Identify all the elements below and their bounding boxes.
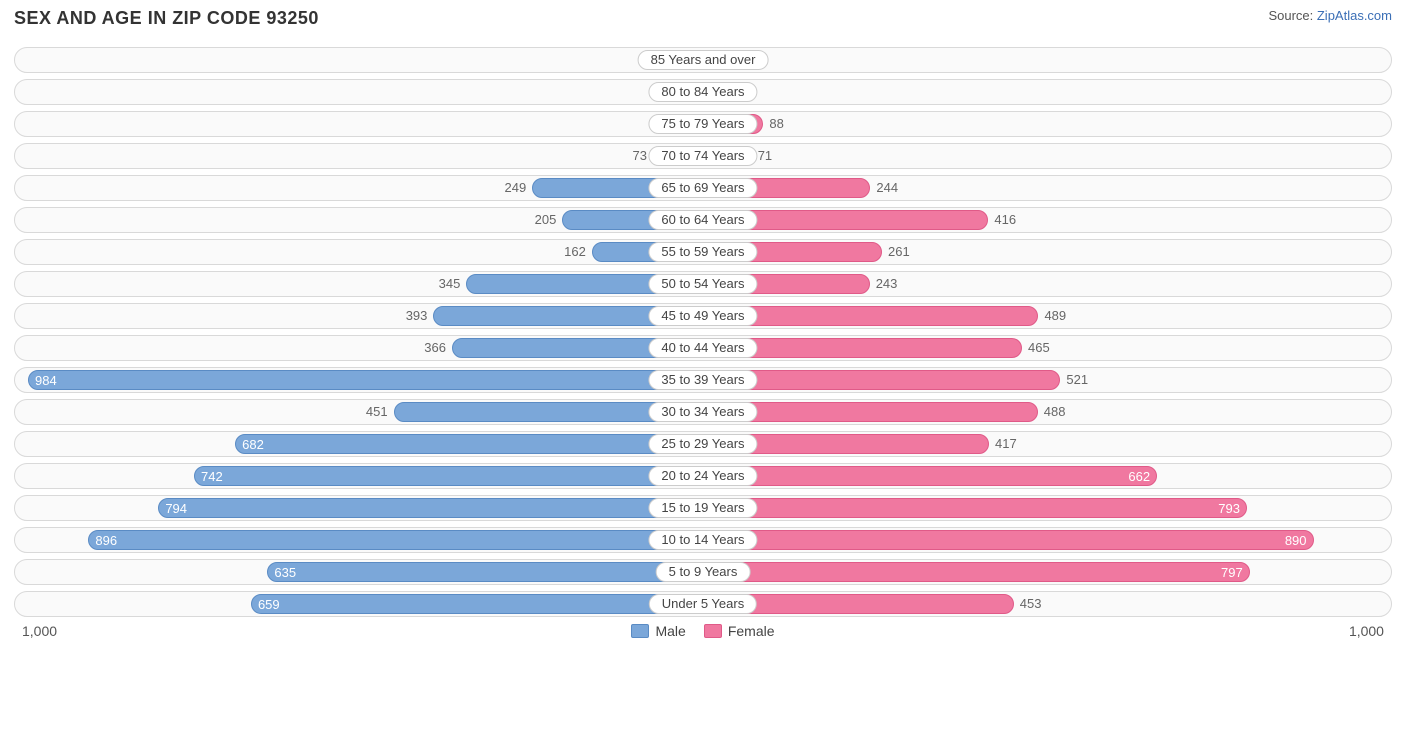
male-value: 366 bbox=[424, 338, 446, 358]
pyramid-row: 152780 to 84 Years bbox=[14, 79, 1392, 105]
pyramid-row: 458875 to 79 Years bbox=[14, 111, 1392, 137]
female-value: 797 bbox=[1221, 565, 1243, 580]
chart-title: SEX AND AGE IN ZIP CODE 93250 bbox=[14, 8, 319, 29]
male-bar: 635 bbox=[267, 562, 703, 582]
male-value: 205 bbox=[535, 210, 557, 230]
age-label: 10 to 14 Years bbox=[648, 530, 757, 550]
female-value: 488 bbox=[1044, 402, 1066, 422]
pyramid-row: 366 465 40 to 44 Years bbox=[14, 335, 1392, 361]
male-bar: 794 bbox=[158, 498, 703, 518]
age-label: 50 to 54 Years bbox=[648, 274, 757, 294]
pyramid-row: 515485 Years and over bbox=[14, 47, 1392, 73]
female-bar: 890 bbox=[703, 530, 1314, 550]
pyramid-row: 659 453 Under 5 Years bbox=[14, 591, 1392, 617]
legend-male-label: Male bbox=[655, 623, 685, 639]
pyramid-row: 345 243 50 to 54 Years bbox=[14, 271, 1392, 297]
female-value: 662 bbox=[1128, 469, 1150, 484]
male-value: 162 bbox=[564, 242, 586, 262]
female-swatch-icon bbox=[704, 624, 722, 638]
pyramid-row: 162 261 55 to 59 Years bbox=[14, 239, 1392, 265]
male-bar: 742 bbox=[194, 466, 703, 486]
female-value: 465 bbox=[1028, 338, 1050, 358]
female-bar: 662 bbox=[703, 466, 1157, 486]
age-label: 65 to 69 Years bbox=[648, 178, 757, 198]
legend-female: Female bbox=[704, 623, 775, 639]
age-label: 60 to 64 Years bbox=[648, 210, 757, 230]
age-label: 20 to 24 Years bbox=[648, 466, 757, 486]
pyramid-row: 451 488 30 to 34 Years bbox=[14, 399, 1392, 425]
female-value: 71 bbox=[758, 146, 772, 166]
age-label: 85 Years and over bbox=[638, 50, 769, 70]
age-label: 40 to 44 Years bbox=[648, 338, 757, 358]
male-value: 659 bbox=[258, 597, 280, 612]
male-bar: 659 bbox=[251, 594, 703, 614]
chart-source: Source: ZipAtlas.com bbox=[1268, 8, 1392, 23]
axis-right-label: 1,000 bbox=[1349, 623, 1384, 639]
age-label: 45 to 49 Years bbox=[648, 306, 757, 326]
axis-left-label: 1,000 bbox=[22, 623, 57, 639]
female-value: 261 bbox=[888, 242, 910, 262]
female-bar: 793 bbox=[703, 498, 1247, 518]
female-value: 416 bbox=[994, 210, 1016, 230]
pyramid-row: 794 793 15 to 19 Years bbox=[14, 495, 1392, 521]
male-value: 682 bbox=[242, 437, 264, 452]
pyramid-row: 742 662 20 to 24 Years bbox=[14, 463, 1392, 489]
male-value: 635 bbox=[274, 565, 296, 580]
female-value: 489 bbox=[1044, 306, 1066, 326]
pyramid-row: 635 797 5 to 9 Years bbox=[14, 559, 1392, 585]
female-bar: 797 bbox=[703, 562, 1250, 582]
female-value: 88 bbox=[769, 114, 783, 134]
female-value: 890 bbox=[1285, 533, 1307, 548]
male-bar: 896 bbox=[88, 530, 703, 550]
age-label: 75 to 79 Years bbox=[648, 114, 757, 134]
age-label: 15 to 19 Years bbox=[648, 498, 757, 518]
male-bar: 984 bbox=[28, 370, 703, 390]
pyramid-row: 984 521 35 to 39 Years bbox=[14, 367, 1392, 393]
pyramid-row: 73 7170 to 74 Years bbox=[14, 143, 1392, 169]
age-label: 70 to 74 Years bbox=[648, 146, 757, 166]
pyramid-row: 249 244 65 to 69 Years bbox=[14, 175, 1392, 201]
age-label: 35 to 39 Years bbox=[648, 370, 757, 390]
male-value: 345 bbox=[439, 274, 461, 294]
age-label: 5 to 9 Years bbox=[656, 562, 751, 582]
legend: Male Female bbox=[631, 623, 774, 639]
male-value: 451 bbox=[366, 402, 388, 422]
female-value: 453 bbox=[1020, 594, 1042, 614]
age-label: 80 to 84 Years bbox=[648, 82, 757, 102]
male-value: 393 bbox=[406, 306, 428, 326]
age-label: 30 to 34 Years bbox=[648, 402, 757, 422]
male-value: 984 bbox=[35, 373, 57, 388]
female-value: 793 bbox=[1218, 501, 1240, 516]
female-value: 243 bbox=[876, 274, 898, 294]
female-value: 521 bbox=[1066, 370, 1088, 390]
legend-female-label: Female bbox=[728, 623, 775, 639]
source-prefix: Source: bbox=[1268, 8, 1316, 23]
male-bar: 682 bbox=[235, 434, 703, 454]
source-link[interactable]: ZipAtlas.com bbox=[1317, 8, 1392, 23]
male-value: 742 bbox=[201, 469, 223, 484]
pyramid-row: 896 890 10 to 14 Years bbox=[14, 527, 1392, 553]
age-label: 25 to 29 Years bbox=[648, 434, 757, 454]
pyramid-row: 393 489 45 to 49 Years bbox=[14, 303, 1392, 329]
pyramid-row: 205 416 60 to 64 Years bbox=[14, 207, 1392, 233]
female-value: 417 bbox=[995, 434, 1017, 454]
male-swatch-icon bbox=[631, 624, 649, 638]
male-value: 794 bbox=[165, 501, 187, 516]
age-label: Under 5 Years bbox=[649, 594, 757, 614]
pyramid-row: 682 417 25 to 29 Years bbox=[14, 431, 1392, 457]
population-pyramid: 515485 Years and over 152780 to 84 Years 4… bbox=[14, 47, 1392, 617]
male-value: 896 bbox=[95, 533, 117, 548]
male-value: 249 bbox=[504, 178, 526, 198]
female-value: 244 bbox=[876, 178, 898, 198]
male-value: 73 bbox=[632, 146, 646, 166]
legend-male: Male bbox=[631, 623, 685, 639]
age-label: 55 to 59 Years bbox=[648, 242, 757, 262]
